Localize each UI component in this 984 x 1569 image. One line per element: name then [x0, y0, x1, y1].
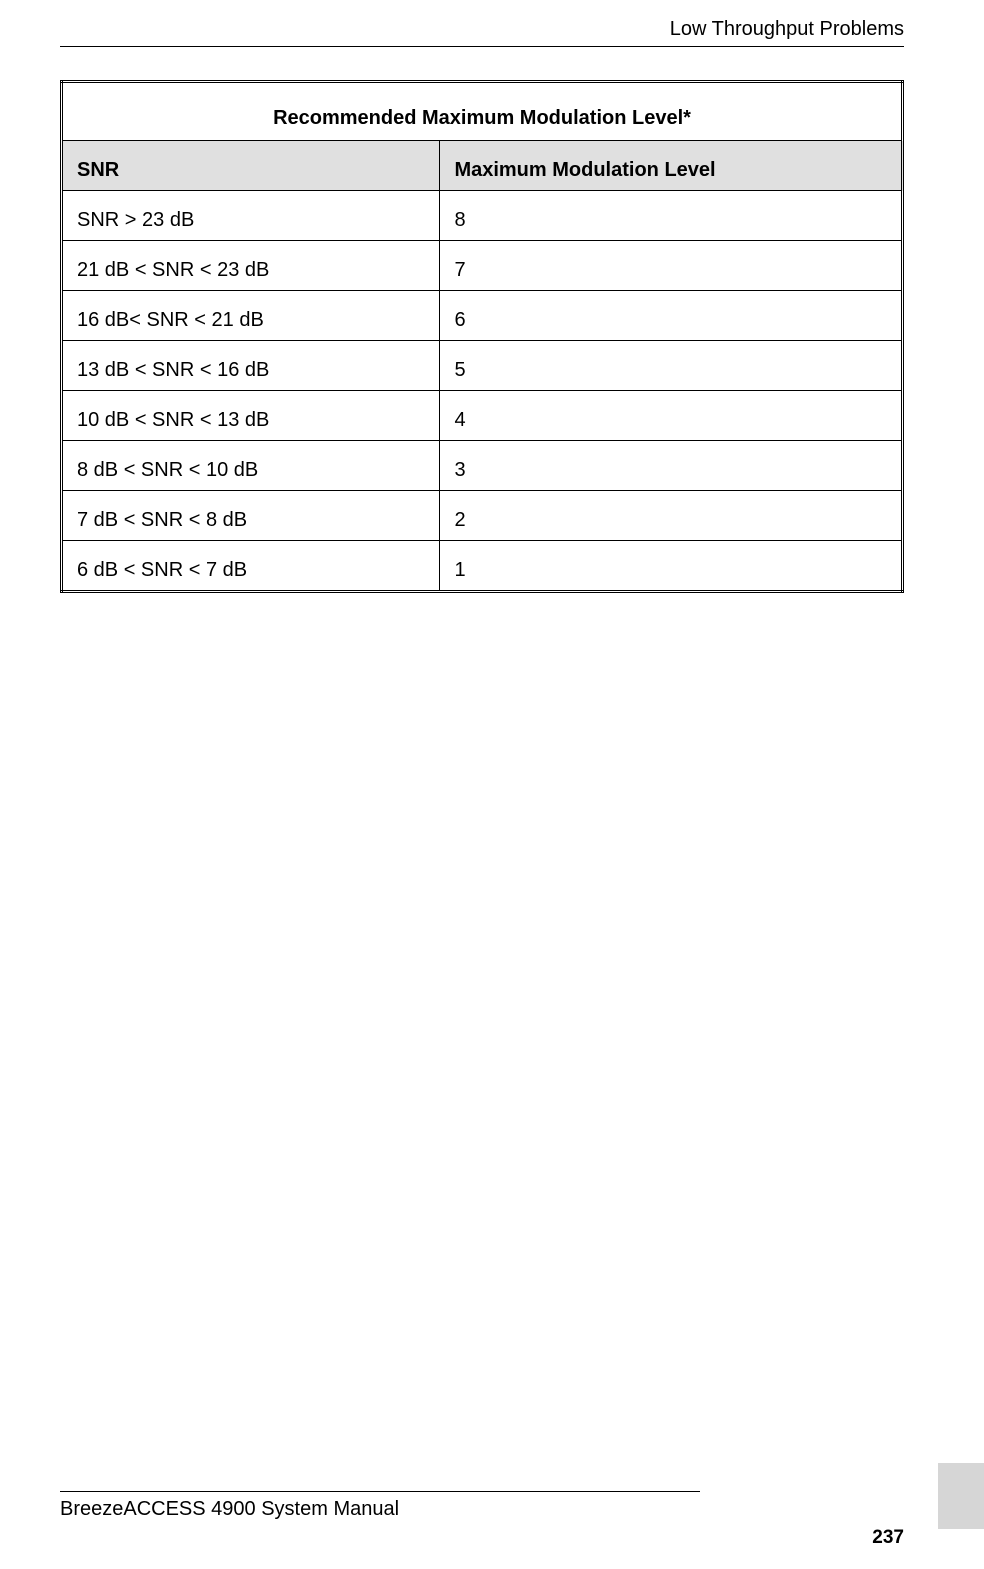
cell-mml: 8 — [440, 191, 903, 241]
table-row: 21 dB < SNR < 23 dB 7 — [62, 241, 903, 291]
header-rule — [60, 46, 904, 47]
cell-mml: 7 — [440, 241, 903, 291]
cell-snr: 10 dB < SNR < 13 dB — [62, 391, 440, 441]
modulation-table-container: Recommended Maximum Modulation Level* SN… — [60, 80, 904, 593]
page-number: 237 — [872, 1527, 904, 1549]
cell-snr: 13 dB < SNR < 16 dB — [62, 341, 440, 391]
table-row: 6 dB < SNR < 7 dB 1 — [62, 541, 903, 592]
cell-snr: 16 dB< SNR < 21 dB — [62, 291, 440, 341]
cell-snr: 21 dB < SNR < 23 dB — [62, 241, 440, 291]
cell-mml: 3 — [440, 441, 903, 491]
section-title: Low Throughput Problems — [670, 18, 904, 41]
cell-mml: 4 — [440, 391, 903, 441]
table-row: 16 dB< SNR < 21 dB 6 — [62, 291, 903, 341]
table-row: SNR > 23 dB 8 — [62, 191, 903, 241]
table-row: 13 dB < SNR < 16 dB 5 — [62, 341, 903, 391]
column-header-snr: SNR — [62, 141, 440, 191]
table-title: Recommended Maximum Modulation Level* — [62, 82, 903, 141]
manual-title: BreezeACCESS 4900 System Manual — [60, 1498, 399, 1521]
table-title-row: Recommended Maximum Modulation Level* — [62, 82, 903, 141]
modulation-table: Recommended Maximum Modulation Level* SN… — [60, 80, 904, 593]
column-header-mml: Maximum Modulation Level — [440, 141, 903, 191]
cell-snr: 7 dB < SNR < 8 dB — [62, 491, 440, 541]
cell-mml: 5 — [440, 341, 903, 391]
cell-snr: 6 dB < SNR < 7 dB — [62, 541, 440, 592]
table-row: 10 dB < SNR < 13 dB 4 — [62, 391, 903, 441]
cell-mml: 2 — [440, 491, 903, 541]
cell-snr: SNR > 23 dB — [62, 191, 440, 241]
table-header-row: SNR Maximum Modulation Level — [62, 141, 903, 191]
cell-snr: 8 dB < SNR < 10 dB — [62, 441, 440, 491]
footer-rule — [60, 1491, 700, 1492]
table-row: 7 dB < SNR < 8 dB 2 — [62, 491, 903, 541]
cell-mml: 1 — [440, 541, 903, 592]
cell-mml: 6 — [440, 291, 903, 341]
table-row: 8 dB < SNR < 10 dB 3 — [62, 441, 903, 491]
side-tab-marker — [938, 1463, 984, 1529]
